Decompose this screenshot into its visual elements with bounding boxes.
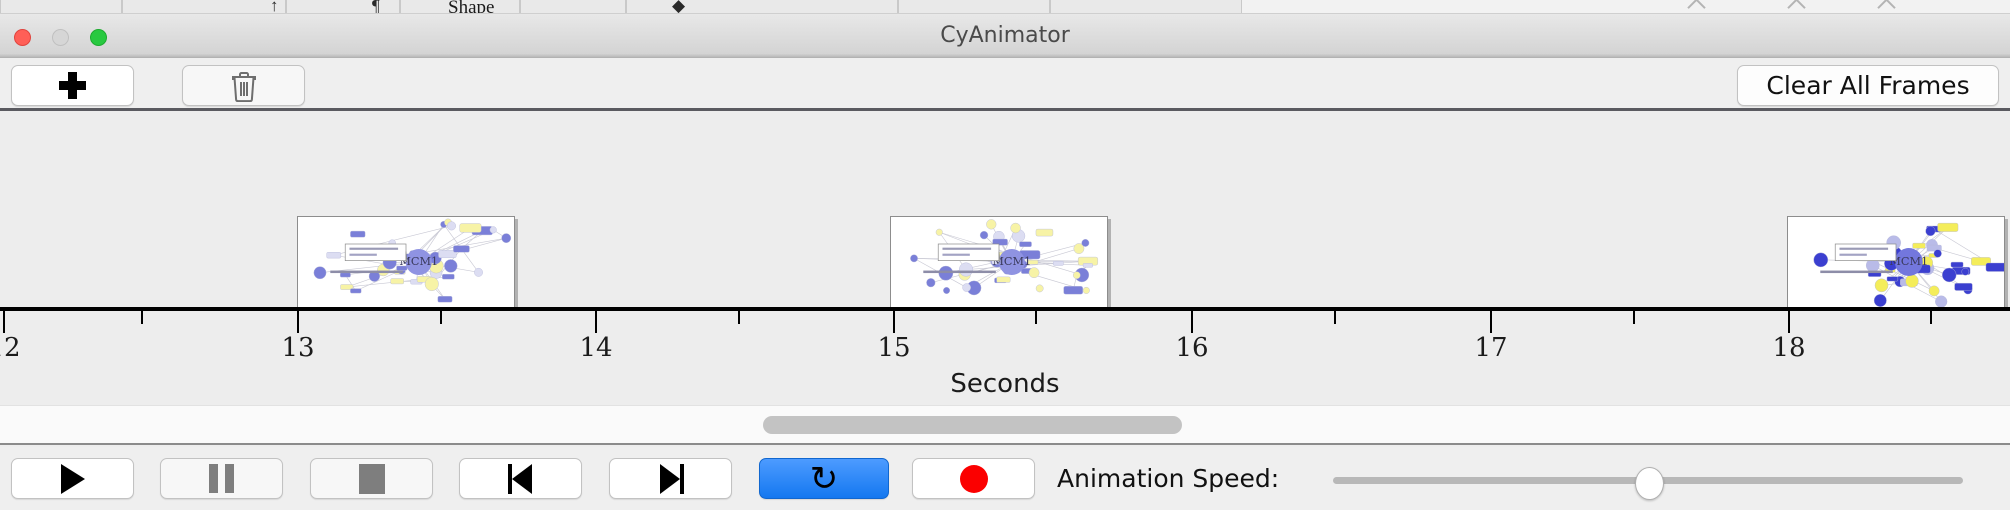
network-graph: MCM1 <box>1789 217 2004 307</box>
axis-tick-minor <box>1334 311 1336 324</box>
axis-tick-label: 18 <box>1772 333 1806 363</box>
frame-thumbnail-2[interactable]: MCM1 <box>890 216 1108 308</box>
axis-tick-minor <box>1035 311 1037 324</box>
skip-to-start-button[interactable] <box>459 458 582 499</box>
stop-icon <box>358 463 385 494</box>
close-button[interactable] <box>14 29 31 46</box>
background-tab-8 <box>1050 0 1242 14</box>
background-tab-7 <box>898 0 1050 14</box>
play-button[interactable] <box>11 458 134 499</box>
axis-tick-label: 17 <box>1474 333 1508 363</box>
background-divider <box>0 13 2010 14</box>
scrollbar-thumb[interactable] <box>763 416 1182 434</box>
axis-tick-major <box>1191 311 1193 333</box>
axis-tick-minor <box>1930 311 1932 324</box>
timeline-panel[interactable]: MCM1 MCM1 MCM1 12 13 14 15 16 17 18 Seconds <box>0 111 2010 405</box>
background-window-text: Shape <box>448 0 495 14</box>
svg-text:MCM1: MCM1 <box>992 255 1031 268</box>
axis-tick-major <box>1490 311 1492 333</box>
pause-icon <box>209 464 234 493</box>
background-arrow-icon-2 <box>1787 0 1806 14</box>
svg-text:MCM1: MCM1 <box>1889 255 1928 268</box>
window-title: CyAnimator <box>940 23 1070 48</box>
frames-toolbar: Clear All Frames <box>0 58 2010 111</box>
loop-icon: ↻ <box>809 458 839 499</box>
record-button[interactable] <box>912 458 1035 499</box>
skip-back-icon <box>506 463 536 494</box>
timeline-axis <box>0 307 2010 311</box>
play-icon <box>60 463 85 494</box>
axis-tick-major <box>595 311 597 333</box>
axis-title: Seconds <box>950 369 1060 399</box>
axis-tick-minor <box>440 311 442 324</box>
axis-tick-minor <box>738 311 740 324</box>
background-arrow-icon-1 <box>1687 0 1706 14</box>
network-graph: MCM1 <box>299 217 513 307</box>
minimize-button[interactable] <box>52 29 69 46</box>
background-tab-2 <box>122 0 286 14</box>
background-tab-3 <box>286 0 400 14</box>
axis-tick-major <box>1788 311 1790 333</box>
maximize-button[interactable] <box>90 29 107 46</box>
background-tab-4 <box>400 0 520 14</box>
background-glyph-1: ↑ <box>270 0 279 14</box>
playback-controls: ↻ Animation Speed: <box>0 447 2010 510</box>
clear-all-frames-button[interactable]: Clear All Frames <box>1737 65 1999 106</box>
axis-tick-label: 13 <box>281 333 315 363</box>
axis-tick-major <box>893 311 895 333</box>
pause-button[interactable] <box>160 458 283 499</box>
axis-tick-label: 16 <box>1175 333 1209 363</box>
background-arrow-icon-3 <box>1877 0 1896 14</box>
record-icon <box>959 464 988 493</box>
add-frame-button[interactable] <box>11 65 134 106</box>
axis-tick-major <box>297 311 299 333</box>
animation-speed-slider-thumb[interactable] <box>1635 467 1664 500</box>
axis-tick-label: 14 <box>579 333 613 363</box>
plus-icon <box>59 72 86 99</box>
frame-thumbnail-1[interactable]: MCM1 <box>297 216 515 308</box>
skip-forward-icon <box>656 463 686 494</box>
background-glyph-2: ¶ <box>372 0 380 14</box>
axis-tick-minor <box>141 311 143 324</box>
animation-speed-label: Animation Speed: <box>1057 464 1280 493</box>
frame-thumbnail-3[interactable]: MCM1 <box>1787 216 2005 308</box>
window-titlebar: CyAnimator <box>0 14 2010 58</box>
axis-tick-minor <box>1633 311 1635 324</box>
background-tab-6 <box>626 0 898 14</box>
background-window-strip: ↑ ¶ ◆ Shape <box>0 0 2010 14</box>
axis-tick-major <box>3 311 5 333</box>
axis-tick-label: 15 <box>877 333 911 363</box>
network-graph: MCM1 <box>892 217 1106 307</box>
loop-button[interactable]: ↻ <box>759 458 889 499</box>
stop-button[interactable] <box>310 458 433 499</box>
axis-tick-label: 12 <box>0 333 21 363</box>
background-glyph-3: ◆ <box>672 0 686 14</box>
trash-icon <box>231 71 256 102</box>
delete-frame-button[interactable] <box>182 65 305 106</box>
timeline-scrollbar[interactable] <box>0 405 2010 445</box>
background-tab-1 <box>0 0 122 14</box>
background-tab-5 <box>520 0 626 14</box>
skip-to-end-button[interactable] <box>609 458 732 499</box>
svg-text:MCM1: MCM1 <box>399 255 438 268</box>
